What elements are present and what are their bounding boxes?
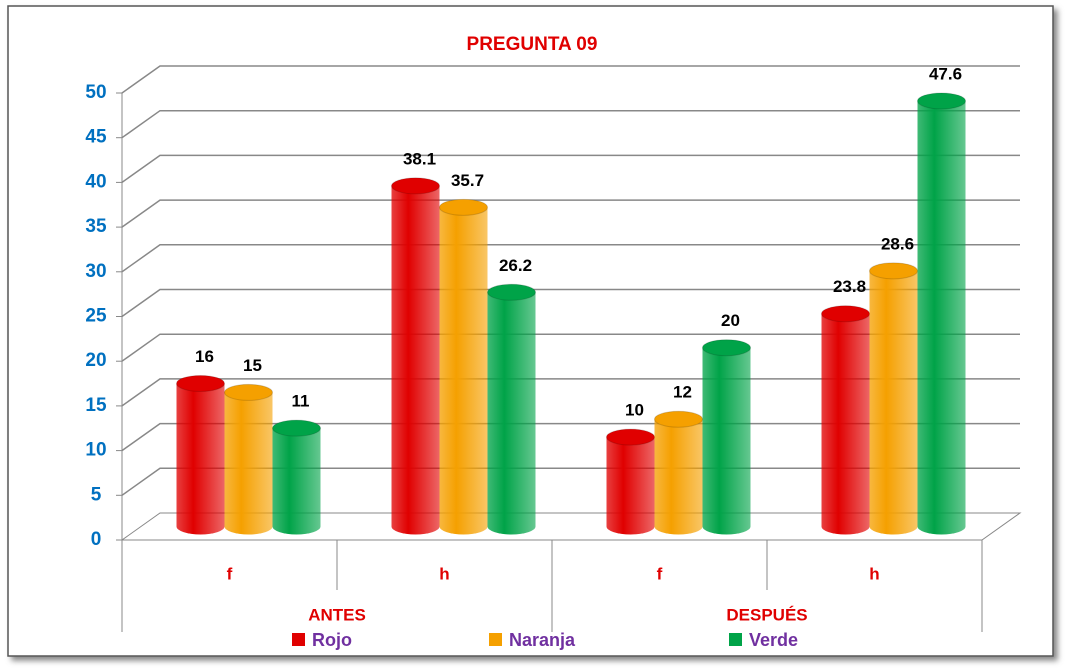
data-label: 20 [721, 311, 740, 330]
data-label: 12 [673, 383, 692, 402]
bar [487, 283, 536, 535]
bar-top [487, 283, 536, 301]
bar-top [654, 410, 703, 428]
bar-body [391, 185, 440, 535]
y-tick-label: 10 [85, 440, 106, 461]
y-tick-label: 0 [91, 529, 102, 550]
bar [869, 262, 918, 535]
data-label: 26.2 [499, 256, 532, 275]
x-tick-label: h [869, 564, 879, 583]
grid-line [121, 199, 1020, 228]
y-tick-label: 35 [85, 216, 107, 237]
legend-swatch [729, 633, 742, 646]
bar-top [606, 428, 655, 446]
bar-body [224, 392, 273, 535]
bar-top [176, 374, 225, 392]
grid-line [121, 109, 1020, 139]
legend-label: Rojo [312, 630, 352, 650]
bar-body [654, 419, 703, 535]
chart-title: PREGUNTA 09 [467, 34, 598, 55]
y-tick-label: 45 [85, 127, 107, 148]
bar [917, 92, 966, 535]
bar-body [869, 270, 918, 535]
bar [439, 198, 488, 535]
data-label: 10 [625, 401, 644, 420]
data-label: 23.8 [833, 277, 866, 296]
y-tick-label: 5 [91, 484, 102, 505]
grid-line [121, 154, 1020, 184]
y-tick-label: 20 [85, 350, 106, 371]
bar [702, 339, 751, 535]
bar-body [272, 428, 321, 535]
data-label: 47.6 [929, 64, 962, 83]
data-label: 16 [195, 347, 214, 366]
bar [176, 374, 225, 535]
bar-top [439, 198, 488, 216]
bar [821, 305, 870, 535]
bar-top [917, 92, 966, 110]
data-label: 28.6 [881, 234, 914, 253]
legend-swatch [489, 633, 502, 646]
grid-line [121, 65, 1020, 94]
floor [120, 512, 1022, 541]
y-tick-label: 25 [85, 306, 107, 327]
bar-top [272, 419, 321, 437]
data-label: 35.7 [451, 171, 484, 190]
x-tick-label: h [439, 564, 449, 583]
bar-top [224, 383, 273, 401]
bar-body [439, 207, 488, 535]
bar-top [821, 305, 870, 323]
bar-body [176, 383, 225, 535]
bar-body [821, 313, 870, 535]
y-tick-label: 50 [85, 82, 106, 103]
bar-top [391, 177, 440, 195]
legend-label: Verde [749, 630, 798, 650]
bar [654, 410, 703, 535]
group-label: DESPUÉS [726, 605, 807, 624]
legend-swatch [292, 633, 305, 646]
data-label: 15 [243, 356, 262, 375]
data-label: 38.1 [403, 149, 436, 168]
bar-body [702, 347, 751, 535]
bar-top [869, 262, 918, 280]
y-tick-label: 30 [85, 261, 106, 282]
bar-body [606, 437, 655, 535]
bar [272, 419, 321, 535]
group-label: ANTES [308, 605, 366, 624]
x-tick-label: f [227, 564, 233, 583]
bar-body [487, 292, 536, 535]
bar-top [702, 339, 751, 357]
grid-line [121, 244, 1020, 273]
y-tick-label: 15 [85, 395, 107, 416]
grid-line [121, 333, 1020, 362]
bar [391, 177, 440, 535]
bar [606, 428, 655, 535]
y-tick-label: 40 [85, 171, 106, 192]
x-tick-label: f [657, 564, 663, 583]
legend-label: Naranja [509, 630, 576, 650]
data-label: 11 [292, 392, 310, 411]
grid-line [121, 288, 1020, 318]
bar [224, 383, 273, 535]
bar-body [917, 100, 966, 535]
